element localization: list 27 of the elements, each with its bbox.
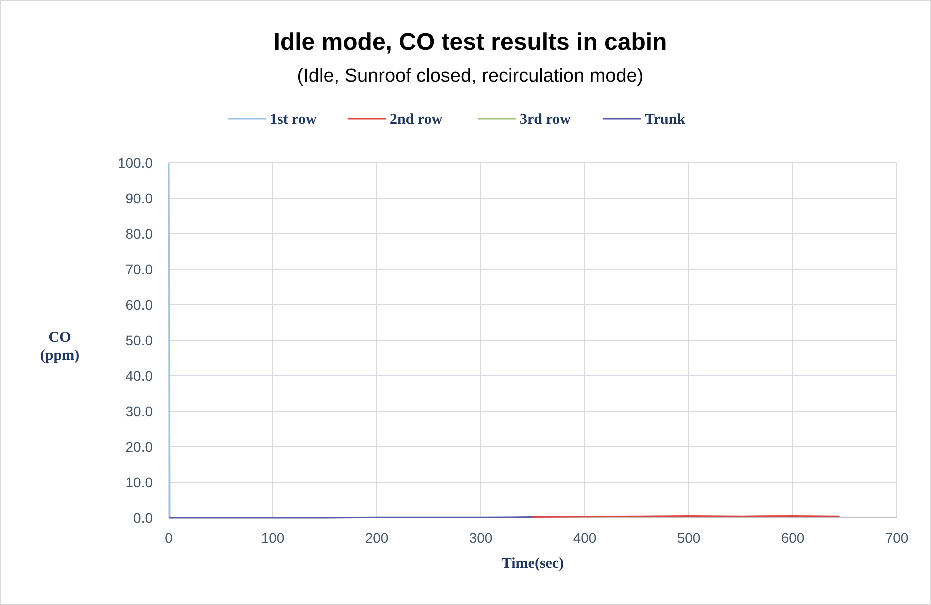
y-tick-label: 30.0 xyxy=(126,404,154,420)
y-tick-label: 100.0 xyxy=(118,155,154,171)
x-tick-label: 0 xyxy=(165,530,174,546)
legend-label: 3rd row xyxy=(520,112,572,128)
y-tick-label: 10.0 xyxy=(126,474,154,490)
x-tick-label: 200 xyxy=(365,530,389,546)
legend-label: 2nd row xyxy=(390,112,443,128)
y-tick-label: 20.0 xyxy=(126,439,154,455)
y-tick-label: 60.0 xyxy=(126,297,154,313)
y-tick-label: 40.0 xyxy=(126,368,154,384)
chart-title: Idle mode, CO test results in cabin xyxy=(274,29,668,56)
legend-label: 1st row xyxy=(270,112,317,128)
y-tick-label: 70.0 xyxy=(126,262,154,278)
x-tick-label: 600 xyxy=(781,530,805,546)
x-tick-label: 700 xyxy=(885,530,909,546)
y-tick-label: 50.0 xyxy=(126,332,154,348)
x-tick-label: 300 xyxy=(469,530,493,546)
legend-label: Trunk xyxy=(645,112,686,128)
x-tick-label: 500 xyxy=(677,530,701,546)
y-tick-label: 90.0 xyxy=(126,190,154,206)
x-tick-label: 100 xyxy=(261,530,285,546)
y-axis-title: CO (ppm) xyxy=(40,330,80,364)
x-axis-title: Time(sec) xyxy=(502,556,564,572)
chart-subtitle: (Idle, Sunroof closed, recirculation mode) xyxy=(297,66,644,87)
y-tick-label: 80.0 xyxy=(126,226,154,242)
x-tick-label: 400 xyxy=(573,530,597,546)
y-tick-label: 0.0 xyxy=(134,510,154,526)
